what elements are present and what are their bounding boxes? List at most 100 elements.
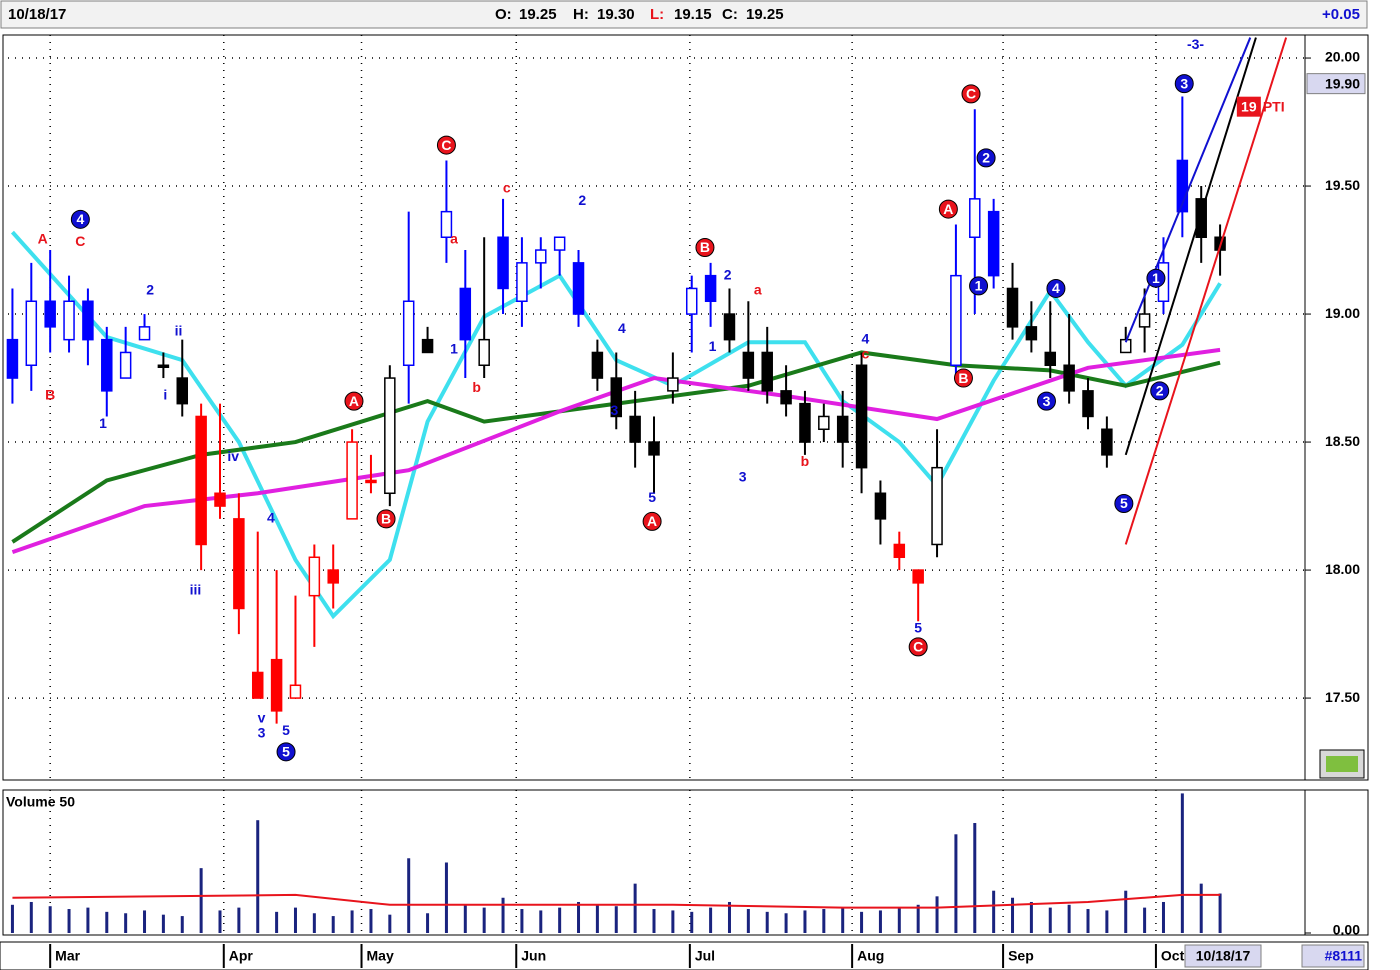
candle-body xyxy=(912,569,924,584)
volume-bar xyxy=(1029,901,1033,933)
wave-label: c xyxy=(861,346,869,362)
price-panel xyxy=(2,34,1306,781)
wave-label: 4 xyxy=(267,510,275,526)
candle-body xyxy=(497,236,509,290)
footer-code: #8111 xyxy=(1325,948,1363,964)
wave-label: A xyxy=(647,513,657,529)
pti-text: PTI xyxy=(1263,98,1285,114)
volume-bar xyxy=(256,820,260,933)
candle-body xyxy=(1082,390,1094,418)
y-tick-label: 19.50 xyxy=(1325,177,1360,193)
candle-body xyxy=(478,338,490,367)
wave-label-circle xyxy=(70,209,90,229)
wave-label: C xyxy=(441,137,451,153)
volume-bar xyxy=(916,904,920,933)
candle-body xyxy=(535,249,547,264)
candle-body xyxy=(893,543,906,559)
wave-label-circle xyxy=(1114,494,1134,514)
candle-body xyxy=(63,300,75,341)
wave-label-circle xyxy=(344,391,364,411)
candle-body xyxy=(648,441,660,456)
wave-label: C xyxy=(75,233,85,249)
candle-body xyxy=(101,338,113,392)
wave-label: iii xyxy=(190,581,202,597)
candle-body xyxy=(931,466,943,546)
wave-label-circle xyxy=(938,199,958,219)
candle-body xyxy=(176,377,189,405)
footer-code-box xyxy=(1301,944,1365,968)
volume-bar xyxy=(878,910,882,933)
volume-bar xyxy=(520,909,524,933)
volume-bar xyxy=(727,901,731,933)
volume-bar xyxy=(841,907,845,933)
volume-bar xyxy=(105,911,109,933)
header-label: H: xyxy=(573,6,589,23)
wave-label: -3- xyxy=(1187,36,1204,52)
candle-body xyxy=(1006,287,1019,328)
volume-title: Volume 50 xyxy=(6,794,75,810)
header-value: 19.15 xyxy=(674,6,712,23)
x-tick-label: Mar xyxy=(55,948,80,964)
pti-number: 19 xyxy=(1241,98,1257,114)
wave-label: 5 xyxy=(648,489,656,505)
volume-bar xyxy=(1011,897,1015,933)
wave-label: c xyxy=(503,179,511,195)
candle-body xyxy=(459,287,472,341)
wave-label: B xyxy=(958,370,968,386)
candle-body xyxy=(516,262,528,303)
volume-bar xyxy=(784,913,788,933)
candle-body xyxy=(969,198,981,239)
candle-body xyxy=(1195,198,1207,239)
volume-bar xyxy=(1143,907,1147,933)
wave-label-circle xyxy=(961,84,981,104)
volume-bar xyxy=(558,907,562,933)
volume-bar xyxy=(237,907,241,933)
volume-bar xyxy=(1199,883,1203,933)
volume-bar xyxy=(539,910,543,933)
volume-bar xyxy=(10,904,14,933)
volume-axis-panel xyxy=(1304,789,1369,936)
wave-label-circle xyxy=(695,237,715,257)
wave-label: 3 xyxy=(1043,393,1051,409)
footer-bar xyxy=(0,941,1369,970)
candle-body xyxy=(365,479,377,484)
y-tick-label: 20.00 xyxy=(1325,49,1360,65)
wave-label: 2 xyxy=(1156,383,1164,399)
y-tick-label: 0.00 xyxy=(1333,922,1360,938)
x-tick-label: Sep xyxy=(1008,948,1034,964)
footer-date: 10/18/17 xyxy=(1196,948,1251,964)
volume-bar xyxy=(860,911,864,933)
candle-body xyxy=(327,569,339,584)
trend-line xyxy=(1124,37,1252,343)
wave-label: 5 xyxy=(914,620,922,636)
candle-body xyxy=(629,415,641,443)
candle-body xyxy=(289,684,302,699)
wave-label: 1 xyxy=(1152,270,1160,286)
wave-label: B xyxy=(45,387,55,403)
volume-bar xyxy=(1067,904,1071,933)
wave-label: i xyxy=(163,387,167,403)
price-axis-panel xyxy=(1304,34,1369,781)
candle-body xyxy=(1044,351,1057,367)
header-value: 19.25 xyxy=(519,6,557,23)
candle-body xyxy=(195,415,207,546)
candle-body xyxy=(440,210,453,239)
candle-body xyxy=(950,274,962,367)
candle-body xyxy=(384,377,396,495)
x-tick-label: Jun xyxy=(521,948,546,964)
wave-label: B xyxy=(381,511,391,527)
candle-body xyxy=(874,492,887,520)
volume-bar xyxy=(671,910,675,933)
y-tick-label: 18.50 xyxy=(1325,433,1360,449)
candle-body xyxy=(6,338,19,379)
candle-body xyxy=(138,326,151,341)
candle-body xyxy=(233,518,245,610)
header-change: +0.05 xyxy=(1322,6,1360,23)
candle-body xyxy=(44,300,56,328)
candle-body xyxy=(723,313,736,341)
wave-label-circle xyxy=(953,368,973,388)
candle-body xyxy=(1101,428,1113,456)
wave-label: 1 xyxy=(450,341,458,357)
x-tick-label: Oct xyxy=(1161,948,1185,964)
candle-body xyxy=(818,415,830,431)
